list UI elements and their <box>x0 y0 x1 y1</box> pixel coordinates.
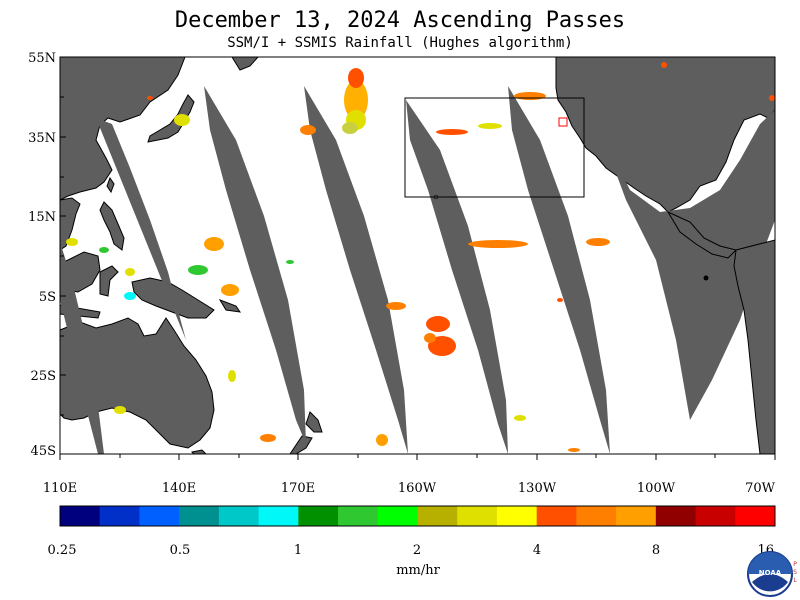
legend-unit: mm/hr <box>396 563 440 578</box>
svg-text:L: L <box>793 577 797 584</box>
lat-label: 35N <box>28 131 56 146</box>
swath-gap-3 <box>304 86 408 454</box>
legend-swatch <box>496 506 538 526</box>
legend-swatch <box>218 506 260 526</box>
land-taiwan <box>106 176 115 194</box>
psl-label: P S L <box>793 561 797 584</box>
land-sulawesi <box>99 265 119 297</box>
legend-tick-label: 2 <box>413 543 421 558</box>
legend-tick-label: 8 <box>652 543 660 558</box>
swath-gap-4 <box>406 100 508 454</box>
swath-gap-6 <box>600 110 775 420</box>
lat-label: 45S <box>31 444 56 459</box>
legend-tick-label: 4 <box>533 543 541 558</box>
legend-swatch <box>576 506 617 526</box>
land-central-america <box>666 210 737 259</box>
legend-tick-label: 1 <box>294 543 302 558</box>
legend-swatch <box>377 506 418 526</box>
land-asia <box>59 56 186 201</box>
legend-swatch <box>338 506 379 526</box>
legend-swatch <box>457 506 498 526</box>
legend-swatch <box>417 506 458 526</box>
legend-swatch <box>60 506 101 526</box>
swath-gap-1b <box>60 242 104 454</box>
svg-text:S: S <box>793 569 797 576</box>
legend-swatch <box>258 506 299 526</box>
legend-swatch <box>695 506 736 526</box>
page-subtitle: SSM/I + SSMIS Rainfall (Hughes algorithm… <box>227 35 573 51</box>
legend-swatch <box>139 506 180 526</box>
legend-swatch <box>298 506 339 526</box>
lat-label: 5S <box>39 290 56 305</box>
land-galapagos <box>703 275 709 281</box>
map-land-and-swaths <box>59 56 776 455</box>
land-solomons <box>218 299 242 313</box>
axis-ticks <box>59 56 776 460</box>
swath-gap-5 <box>508 86 610 454</box>
color-legend <box>60 506 776 526</box>
legend-swatch <box>616 506 657 526</box>
lon-label: 160W <box>398 481 437 496</box>
noaa-logo: NOAA <box>747 551 793 597</box>
region-box <box>404 97 585 198</box>
lat-label: 55N <box>28 51 56 66</box>
lon-label: 140E <box>162 481 196 496</box>
lat-label: 25S <box>31 369 56 384</box>
lon-label: 110E <box>43 481 77 496</box>
lon-label: 70W <box>745 481 776 496</box>
page-title: December 13, 2024 Ascending Passes <box>174 8 626 33</box>
lon-label: 130W <box>518 481 557 496</box>
lon-label: 100W <box>637 481 676 496</box>
lon-label: 170E <box>281 481 315 496</box>
land-new-zealand <box>289 411 323 455</box>
marker-square <box>558 117 568 127</box>
svg-text:P: P <box>793 561 797 568</box>
legend-swatch <box>735 506 776 526</box>
legend-tick-label: 0.25 <box>48 543 77 558</box>
noaa-logo-text: NOAA <box>759 569 782 577</box>
legend-swatch <box>536 506 577 526</box>
legend-swatch <box>179 506 220 526</box>
legend-swatch <box>655 506 697 526</box>
legend-frame <box>59 505 776 527</box>
swath-gap-1 <box>96 118 186 340</box>
swath-gap-2 <box>204 86 306 444</box>
legend-tick-label: 0.5 <box>170 543 191 558</box>
rainfall-areas <box>66 62 775 452</box>
lat-label: 15N <box>28 210 56 225</box>
land-philippines <box>99 201 125 251</box>
land-north-america <box>555 56 776 213</box>
legend-swatch <box>99 506 140 526</box>
